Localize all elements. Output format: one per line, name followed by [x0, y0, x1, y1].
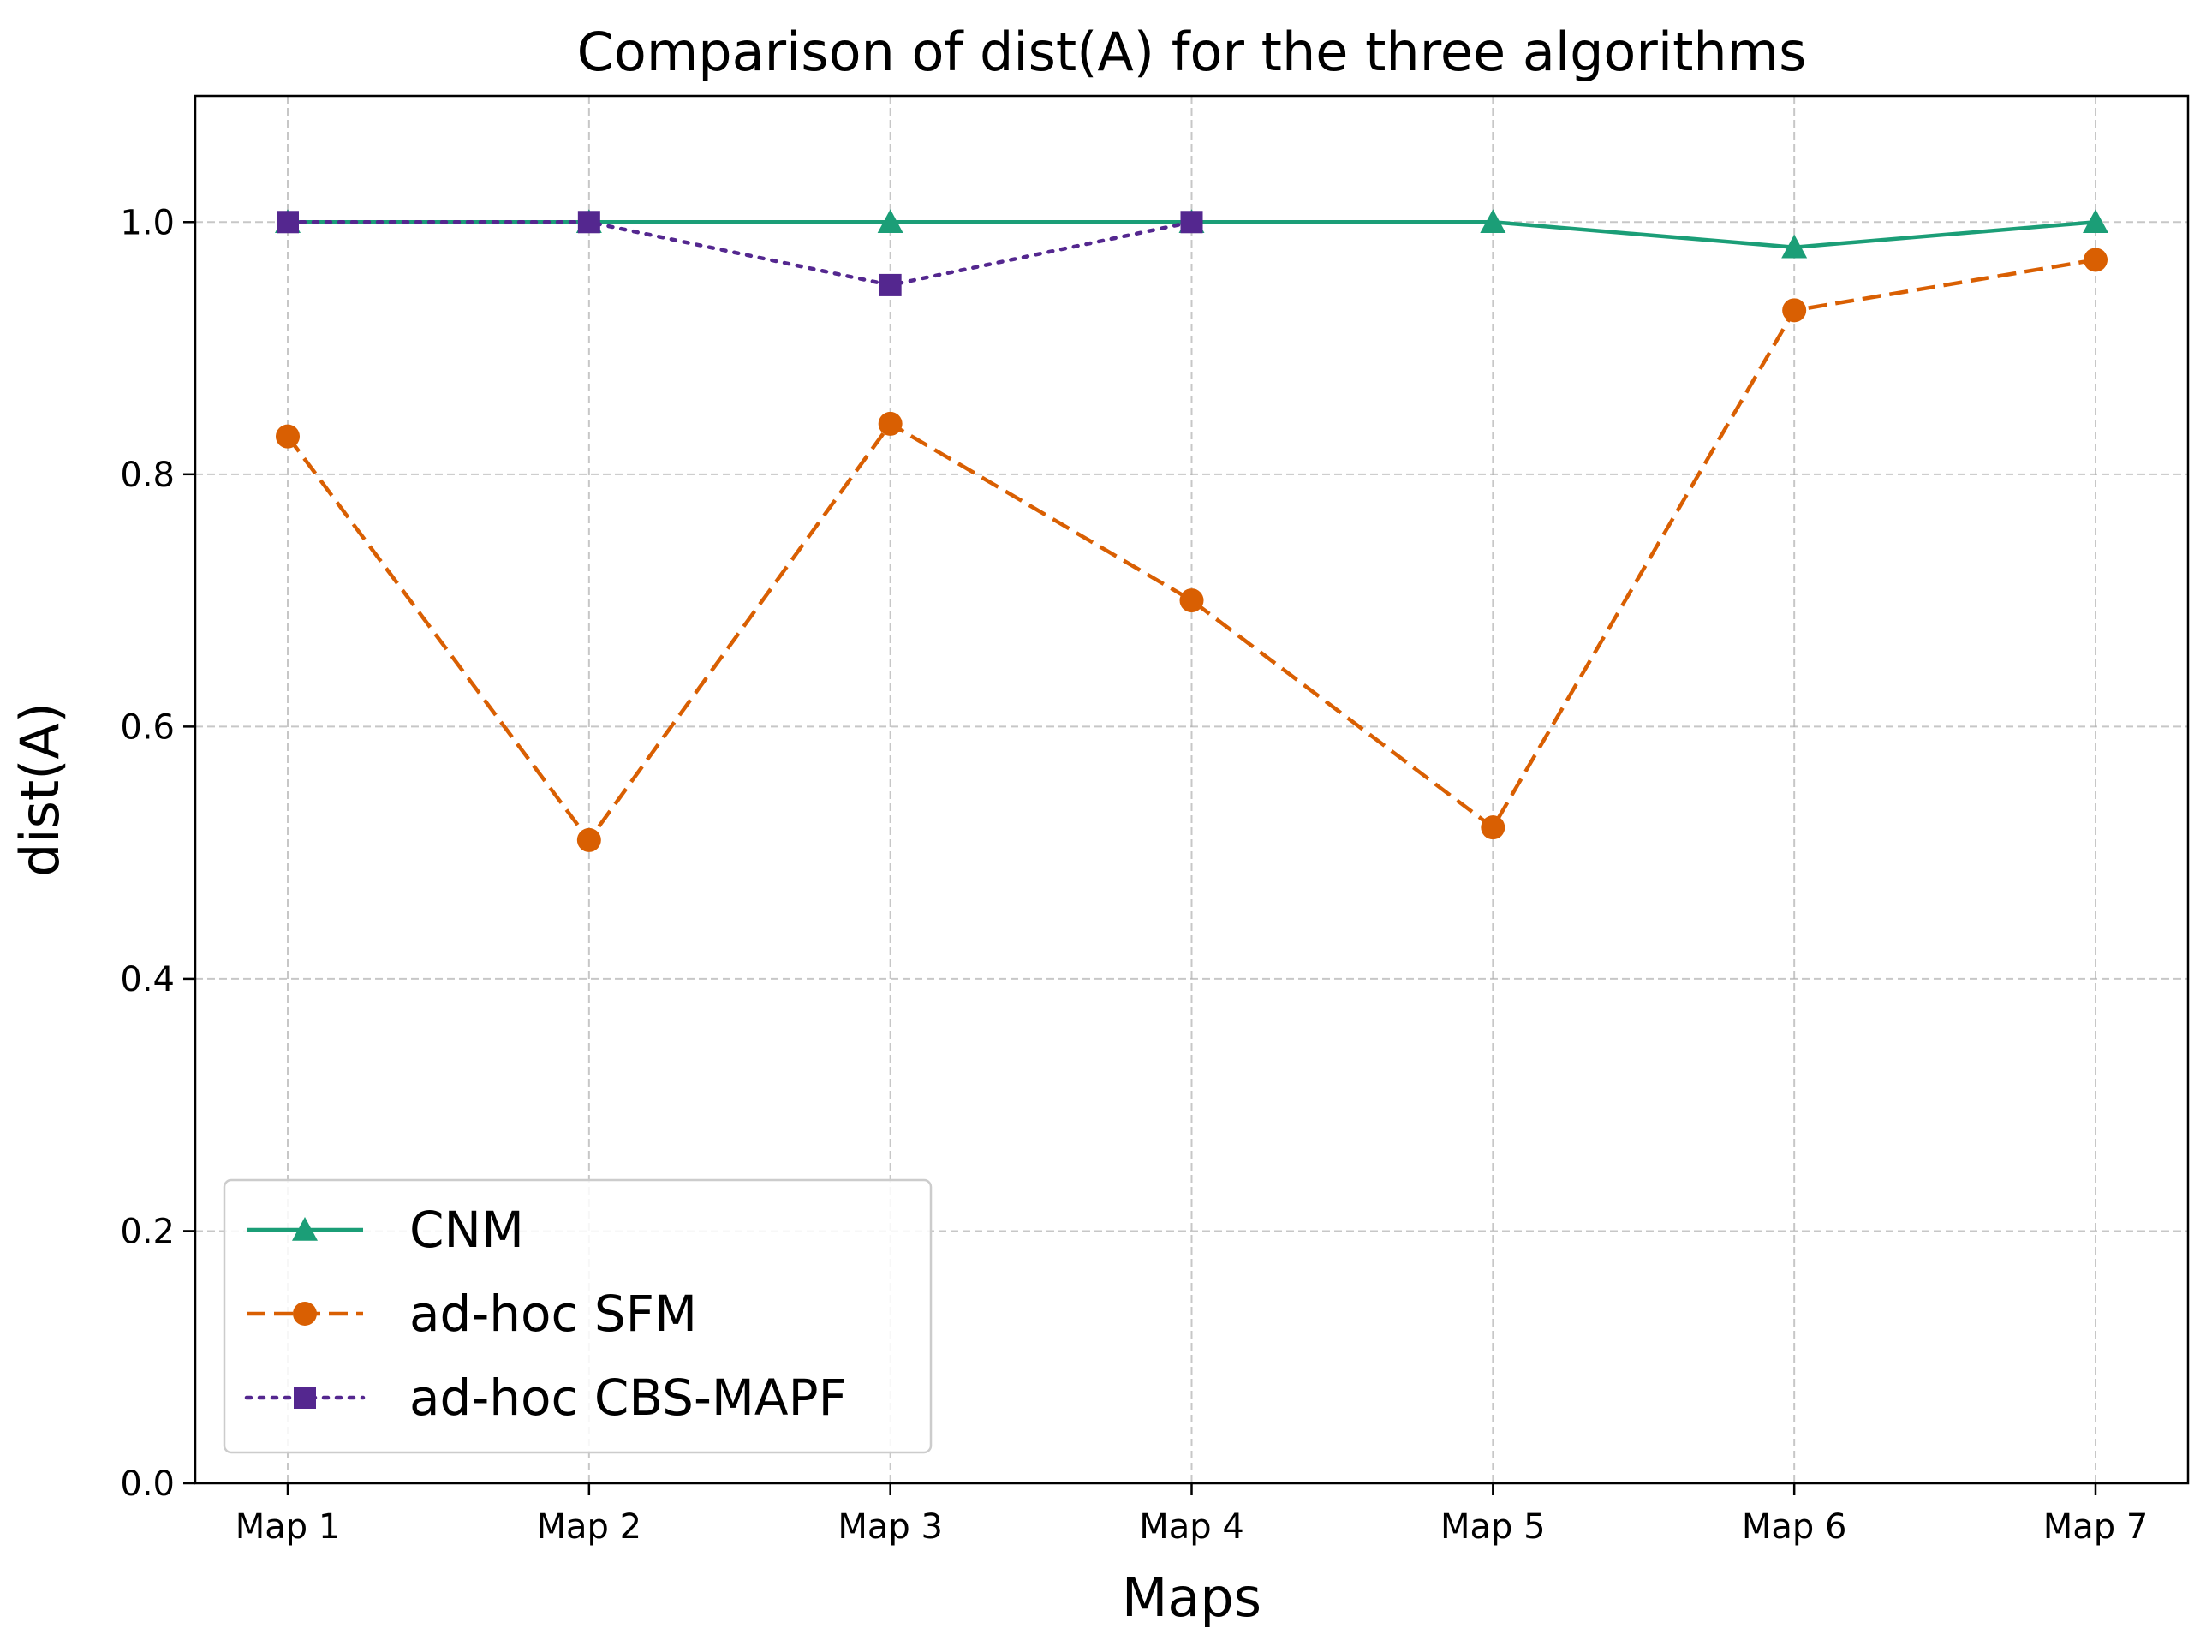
- series-line: [285, 220, 1194, 288]
- y-tick-label: 0.6: [120, 707, 175, 747]
- y-tick-label: 0.0: [120, 1464, 175, 1504]
- axis-ticks: 0.0 0.2 0.4 0.6 0.8 1.0 Map 1 Map 2 Map 3 Map 4 Ma…: [120, 203, 2148, 1547]
- y-tick-label: 1.0: [120, 203, 175, 242]
- data-point-marker: [877, 209, 903, 234]
- data-point-marker: [1781, 234, 1808, 259]
- legend-marker: [292, 1217, 318, 1241]
- y-tick-label: 0.8: [120, 456, 175, 495]
- legend-box: [223, 1178, 933, 1454]
- data-point-marker: [2084, 248, 2108, 272]
- series-3: [277, 211, 1203, 296]
- x-tick-label: Map 5: [1440, 1507, 1546, 1547]
- chart-title: Comparison of dist(A) for the three algo…: [577, 21, 1807, 83]
- data-point-marker: [1481, 815, 1505, 840]
- series-2: [276, 248, 2108, 852]
- series-layer: [275, 209, 2108, 852]
- y-axis-label: dist(A): [9, 702, 71, 877]
- data-point-marker: [1180, 211, 1203, 234]
- data-point-marker: [879, 273, 902, 296]
- legend-entry-label: CNM: [409, 1201, 524, 1259]
- data-point-marker: [2083, 209, 2108, 234]
- legend-marker: [293, 1302, 317, 1326]
- data-point-marker: [1782, 298, 1807, 323]
- series-line: [286, 258, 2096, 843]
- data-point-marker: [576, 827, 601, 852]
- x-axis-label: Maps: [1122, 1566, 1261, 1629]
- legend-entry-label: ad-hoc CBS-MAPF: [409, 1369, 847, 1427]
- data-point-marker: [878, 411, 903, 436]
- data-point-marker: [1480, 209, 1506, 234]
- data-point-marker: [1179, 588, 1204, 613]
- x-tick-label: Map 2: [537, 1507, 642, 1547]
- x-tick-label: Map 4: [1139, 1507, 1244, 1547]
- data-point-marker: [276, 424, 300, 449]
- x-tick-label: Map 1: [236, 1507, 341, 1547]
- y-tick-label: 0.4: [120, 960, 175, 999]
- x-tick-label: Map 3: [838, 1507, 943, 1547]
- data-point-marker: [277, 211, 299, 234]
- x-tick-label: Map 6: [1742, 1507, 1847, 1547]
- legend-entry-label: ad-hoc SFM: [409, 1285, 697, 1343]
- data-point-marker: [577, 211, 600, 234]
- y-tick-label: 0.2: [120, 1212, 175, 1251]
- legend: CNM ad-hoc SFM ad-hoc CBS-MAPF: [223, 1178, 933, 1454]
- x-tick-label: Map 7: [2043, 1507, 2149, 1547]
- legend-marker: [294, 1387, 316, 1409]
